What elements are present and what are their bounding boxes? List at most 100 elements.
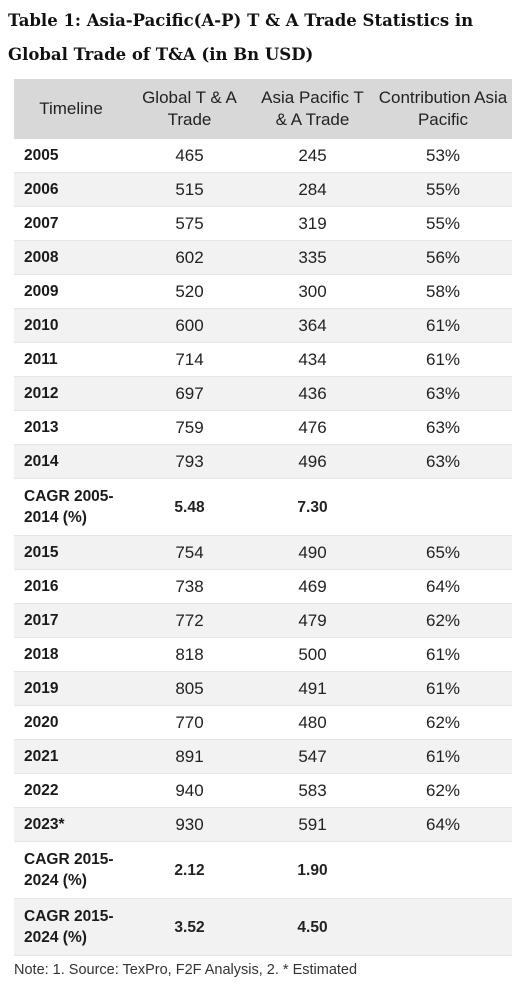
global-trade-cell: 515 xyxy=(128,172,251,207)
global-trade-cell: 5.48 xyxy=(128,478,251,536)
contribution-cell: 64% xyxy=(374,569,512,604)
timeline-cell: 2013 xyxy=(14,410,128,445)
table-row: 2009 520 300 58% xyxy=(14,274,512,309)
table-row: 2005 465 245 53% xyxy=(14,139,512,173)
table-row: 2023* 930 591 64% xyxy=(14,807,512,842)
asia-pacific-trade-cell: 335 xyxy=(251,240,374,275)
global-trade-cell: 738 xyxy=(128,569,251,604)
global-trade-cell: 575 xyxy=(128,206,251,241)
table-row: 2017 772 479 62% xyxy=(14,603,512,638)
asia-pacific-trade-cell: 491 xyxy=(251,671,374,706)
contribution-cell xyxy=(374,898,512,956)
asia-pacific-trade-cell: 479 xyxy=(251,603,374,638)
contribution-cell: 61% xyxy=(374,671,512,706)
table-row: 2022 940 583 62% xyxy=(14,773,512,808)
timeline-cell: 2017 xyxy=(14,603,128,638)
timeline-cell: 2018 xyxy=(14,637,128,672)
timeline-cell: 2021 xyxy=(14,739,128,774)
timeline-cell: 2023* xyxy=(14,807,128,842)
timeline-cell: 2022 xyxy=(14,773,128,808)
contribution-cell: 61% xyxy=(374,739,512,774)
timeline-cell: 2016 xyxy=(14,569,128,604)
timeline-cell: 2015 xyxy=(14,535,128,570)
contribution-cell: 63% xyxy=(374,444,512,479)
table-row: 2015 754 490 65% xyxy=(14,535,512,570)
contribution-cell: 62% xyxy=(374,705,512,740)
asia-pacific-trade-cell: 300 xyxy=(251,274,374,309)
cagr-row: CAGR 2015-2024 (%) 3.52 4.50 xyxy=(14,898,512,956)
timeline-cell: 2007 xyxy=(14,206,128,241)
table-row: 2016 738 469 64% xyxy=(14,569,512,604)
contribution-cell: 61% xyxy=(374,637,512,672)
table-row: 2011 714 434 61% xyxy=(14,342,512,377)
contribution-cell: 62% xyxy=(374,603,512,638)
header-row: Timeline Global T & A Trade Asia Pacific… xyxy=(14,79,512,139)
timeline-cell: CAGR 2005-2014 (%) xyxy=(14,478,128,536)
timeline-cell: CAGR 2015-2024 (%) xyxy=(14,898,128,956)
timeline-cell: 2020 xyxy=(14,705,128,740)
global-trade-cell: 3.52 xyxy=(128,898,251,956)
table-row: 2007 575 319 55% xyxy=(14,206,512,241)
contribution-cell: 63% xyxy=(374,376,512,411)
timeline-cell: 2011 xyxy=(14,342,128,377)
timeline-cell: 2019 xyxy=(14,671,128,706)
table-row: 2013 759 476 63% xyxy=(14,410,512,445)
global-trade-cell: 602 xyxy=(128,240,251,275)
contribution-cell: 65% xyxy=(374,535,512,570)
global-trade-cell: 697 xyxy=(128,376,251,411)
table-row: 2020 770 480 62% xyxy=(14,705,512,740)
global-trade-cell: 465 xyxy=(128,139,251,173)
asia-pacific-trade-cell: 436 xyxy=(251,376,374,411)
asia-pacific-trade-cell: 496 xyxy=(251,444,374,479)
table-row: 2008 602 335 56% xyxy=(14,240,512,275)
contribution-cell: 63% xyxy=(374,410,512,445)
global-trade-cell: 759 xyxy=(128,410,251,445)
contribution-cell xyxy=(374,841,512,899)
contribution-cell: 53% xyxy=(374,139,512,173)
cagr-row: CAGR 2015-2024 (%) 2.12 1.90 xyxy=(14,841,512,899)
table-body: 2005 465 245 53% 2006 515 284 55% 2007 575 319 55% 2… xyxy=(14,139,512,956)
asia-pacific-trade-cell: 480 xyxy=(251,705,374,740)
table-row: 2012 697 436 63% xyxy=(14,376,512,411)
contribution-cell: 58% xyxy=(374,274,512,309)
asia-pacific-trade-cell: 469 xyxy=(251,569,374,604)
global-trade-cell: 600 xyxy=(128,308,251,343)
asia-pacific-trade-cell: 490 xyxy=(251,535,374,570)
global-trade-cell: 754 xyxy=(128,535,251,570)
table-row: 2019 805 491 61% xyxy=(14,671,512,706)
asia-pacific-trade-cell: 284 xyxy=(251,172,374,207)
contribution-cell: 64% xyxy=(374,807,512,842)
contribution-cell: 56% xyxy=(374,240,512,275)
contribution-cell: 61% xyxy=(374,342,512,377)
asia-pacific-trade-cell: 319 xyxy=(251,206,374,241)
table-header: Timeline Global T & A Trade Asia Pacific… xyxy=(14,79,512,139)
table-title: Table 1: Asia-Pacific(A-P) T & A Trade S… xyxy=(8,11,474,64)
header-asia-pacific-trade: Asia Pacific T & A Trade xyxy=(251,79,374,139)
global-trade-cell: 520 xyxy=(128,274,251,309)
table-row: 2014 793 496 63% xyxy=(14,444,512,479)
asia-pacific-trade-cell: 583 xyxy=(251,773,374,808)
asia-pacific-trade-cell: 245 xyxy=(251,139,374,173)
contribution-cell xyxy=(374,478,512,536)
timeline-cell: 2006 xyxy=(14,172,128,207)
global-trade-cell: 940 xyxy=(128,773,251,808)
global-trade-cell: 793 xyxy=(128,444,251,479)
global-trade-cell: 772 xyxy=(128,603,251,638)
table-row: 2018 818 500 61% xyxy=(14,637,512,672)
contribution-cell: 62% xyxy=(374,773,512,808)
asia-pacific-trade-cell: 500 xyxy=(251,637,374,672)
contribution-cell: 55% xyxy=(374,172,512,207)
global-trade-cell: 891 xyxy=(128,739,251,774)
asia-pacific-trade-cell: 434 xyxy=(251,342,374,377)
asia-pacific-trade-cell: 1.90 xyxy=(251,841,374,899)
contribution-cell: 55% xyxy=(374,206,512,241)
asia-pacific-trade-cell: 591 xyxy=(251,807,374,842)
timeline-cell: 2014 xyxy=(14,444,128,479)
timeline-cell: 2012 xyxy=(14,376,128,411)
asia-pacific-trade-cell: 7.30 xyxy=(251,478,374,536)
asia-pacific-trade-cell: 364 xyxy=(251,308,374,343)
source-note: Note: 1. Source: TexPro, F2F Analysis, 2… xyxy=(14,962,358,978)
global-trade-cell: 714 xyxy=(128,342,251,377)
global-trade-cell: 930 xyxy=(128,807,251,842)
global-trade-cell: 818 xyxy=(128,637,251,672)
